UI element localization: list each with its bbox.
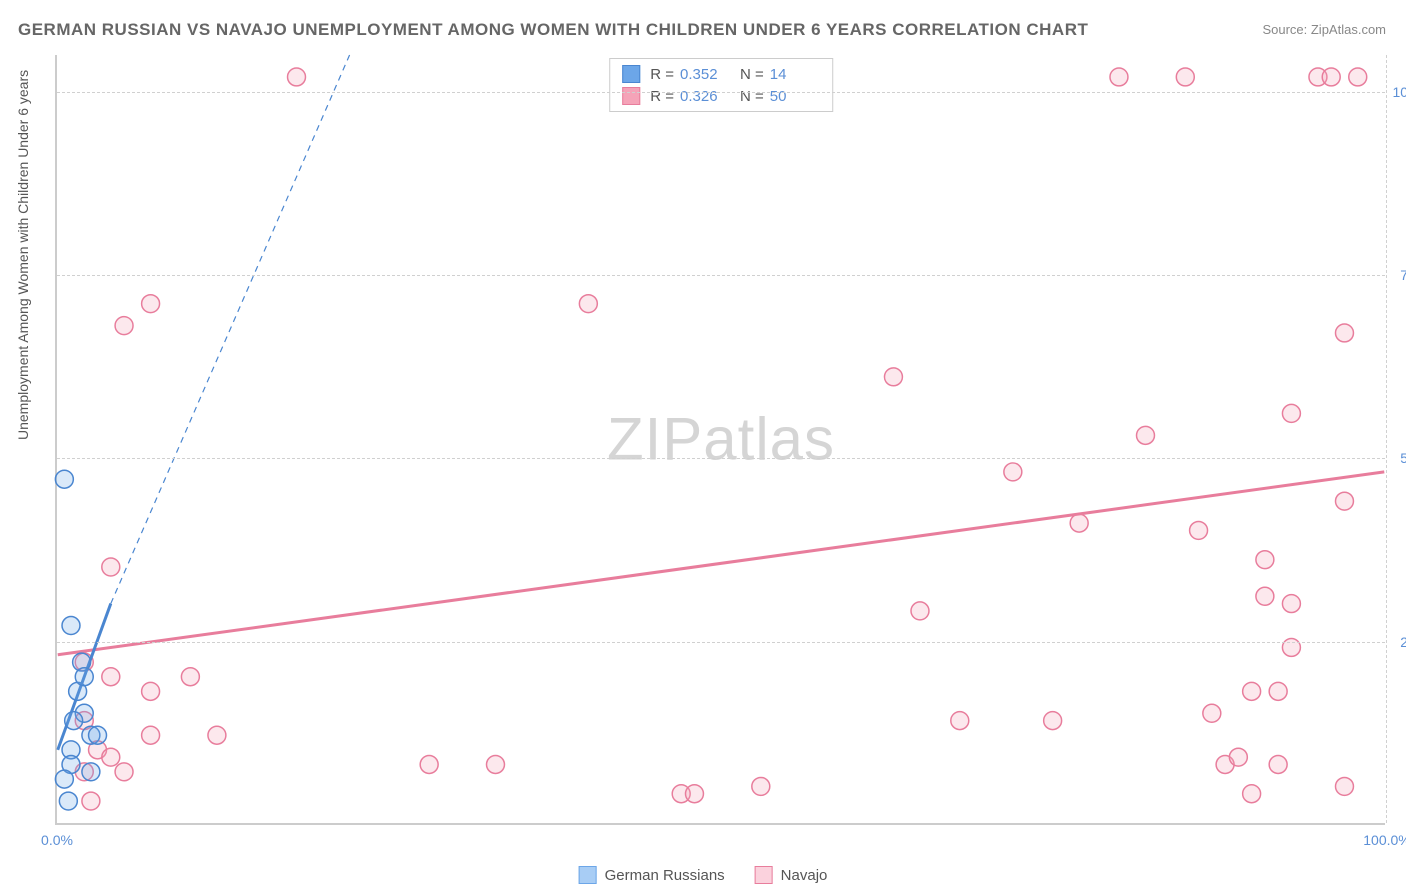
source-attribution: Source: ZipAtlas.com [1262,22,1386,37]
legend-item-navajo: Navajo [755,866,828,884]
data-point [752,777,770,795]
data-point [884,368,902,386]
data-point [181,668,199,686]
data-point [579,295,597,313]
trend-line [58,472,1385,655]
data-point [911,602,929,620]
data-point [115,317,133,335]
y-tick-label: 100.0% [1393,84,1406,100]
legend-swatch-german [579,866,597,884]
data-point [1349,68,1367,86]
data-point [1335,324,1353,342]
data-point [1004,463,1022,481]
data-point [82,792,100,810]
y-tick-label: 50.0% [1400,450,1406,466]
data-point [55,470,73,488]
y-tick-label: 25.0% [1400,634,1406,650]
data-point [55,770,73,788]
x-tick-label: 0.0% [41,832,73,848]
data-point [142,726,160,744]
x-tick-label: 100.0% [1363,832,1406,848]
data-point [1335,492,1353,510]
gridline-h [57,642,1385,643]
y-tick-label: 75.0% [1400,267,1406,283]
plot-area: ZIPatlas R = 0.352 N = 14 R = 0.326 N = … [55,55,1385,825]
data-point [65,712,83,730]
data-point [1282,595,1300,613]
data-point [1243,682,1261,700]
data-point [102,748,120,766]
data-point [487,756,505,774]
data-point [115,763,133,781]
data-point [75,668,93,686]
data-point [142,682,160,700]
data-point [1137,426,1155,444]
trend-line-extension [111,55,350,604]
data-point [1229,748,1247,766]
data-point [1256,551,1274,569]
data-point [1176,68,1194,86]
data-point [1190,521,1208,539]
data-point [89,726,107,744]
gridline-h [57,92,1385,93]
data-point [951,712,969,730]
data-point [102,558,120,576]
legend-item-german: German Russians [579,866,725,884]
data-point [1269,682,1287,700]
legend-label-german: German Russians [605,867,725,884]
chart-title: GERMAN RUSSIAN VS NAVAJO UNEMPLOYMENT AM… [18,20,1088,40]
data-point [420,756,438,774]
legend-label-navajo: Navajo [781,867,828,884]
data-point [1110,68,1128,86]
gridline-v [1386,55,1387,823]
data-point [1322,68,1340,86]
data-point [59,792,77,810]
data-point [1282,404,1300,422]
scatter-svg [57,55,1385,823]
data-point [1203,704,1221,722]
gridline-h [57,275,1385,276]
data-point [82,763,100,781]
data-point [1243,785,1261,803]
data-point [208,726,226,744]
data-point [62,617,80,635]
data-point [685,785,703,803]
data-point [288,68,306,86]
data-point [142,295,160,313]
y-axis-label: Unemployment Among Women with Children U… [15,70,31,440]
chart-container: GERMAN RUSSIAN VS NAVAJO UNEMPLOYMENT AM… [0,0,1406,892]
data-point [1256,587,1274,605]
bottom-legend: German Russians Navajo [579,866,828,884]
legend-swatch-navajo [755,866,773,884]
data-point [1269,756,1287,774]
data-point [1335,777,1353,795]
data-point [102,668,120,686]
data-point [1070,514,1088,532]
gridline-h [57,458,1385,459]
data-point [1044,712,1062,730]
